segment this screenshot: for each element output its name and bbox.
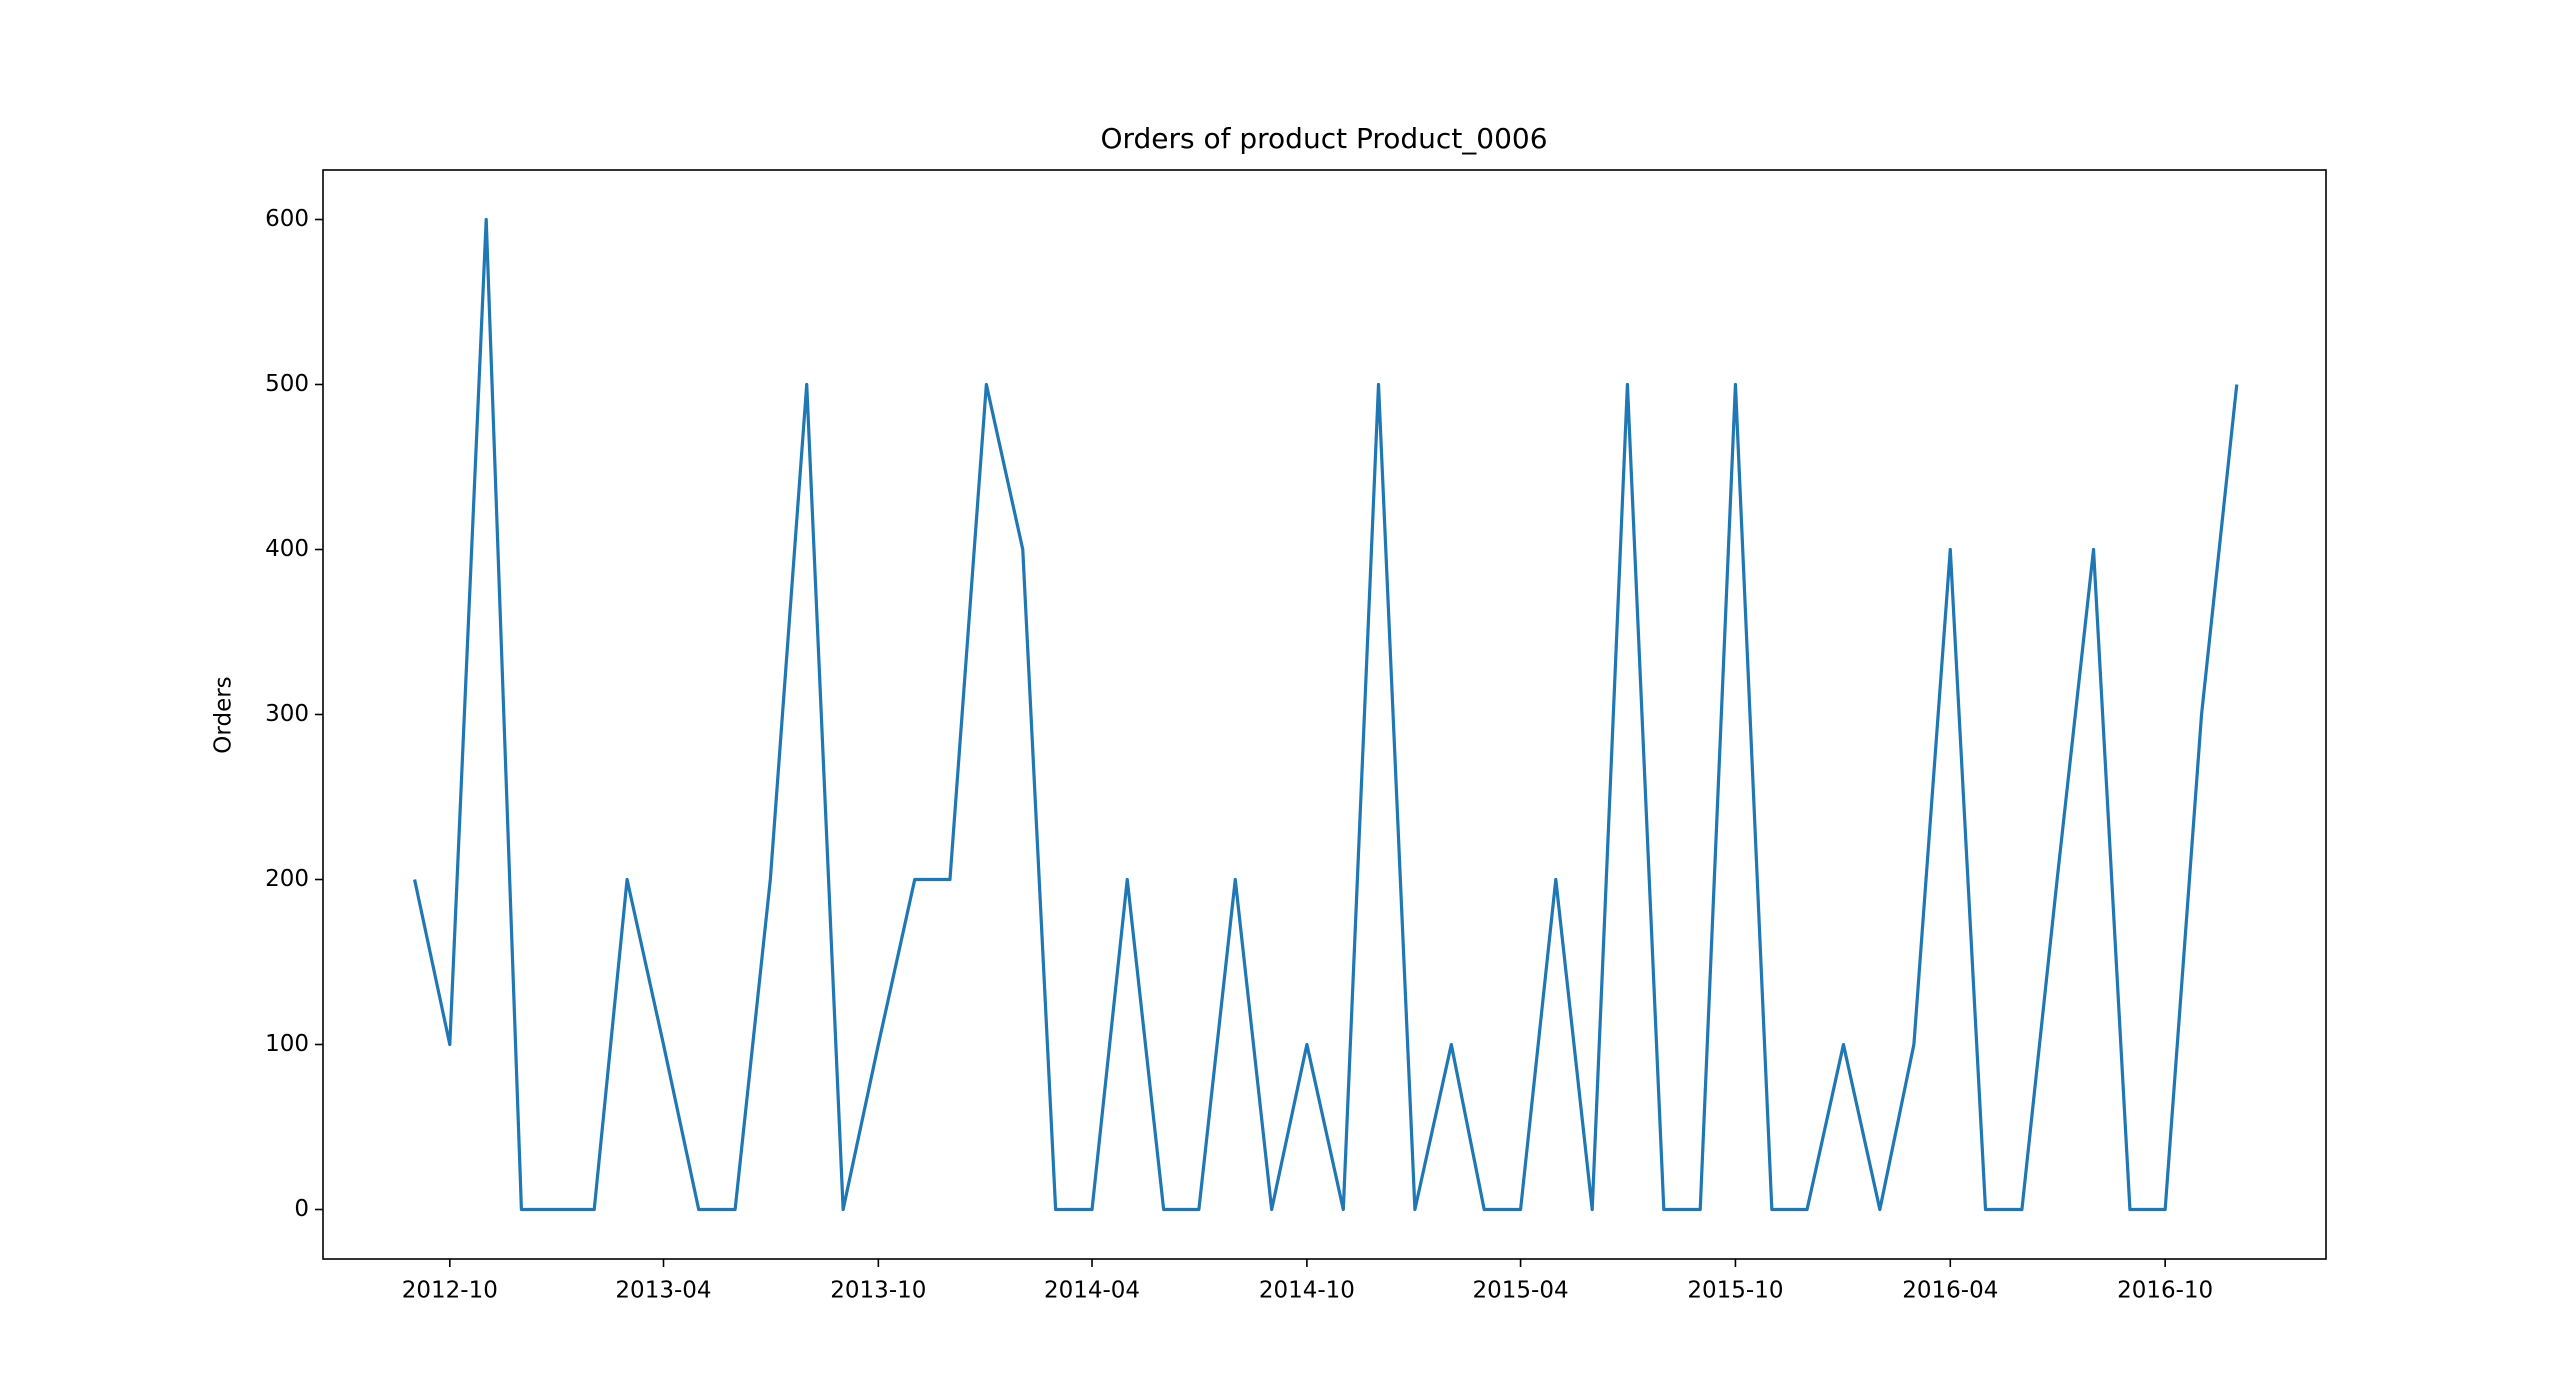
x-tick-label: 2013-04	[615, 1278, 711, 1304]
y-tick-label: 200	[265, 866, 309, 892]
chart-title: Orders of product Product_0006	[1100, 122, 1547, 155]
y-tick-label: 600	[265, 206, 309, 232]
plot-frame	[322, 169, 2327, 1260]
x-tick-label: 2014-10	[1259, 1278, 1355, 1304]
x-tick-label: 2015-10	[1687, 1278, 1783, 1304]
y-tick-label: 400	[265, 536, 309, 562]
y-tick-label: 0	[294, 1196, 309, 1222]
x-tick-label: 2016-04	[1902, 1278, 1998, 1304]
data-line	[413, 217, 2239, 1212]
y-tick-label: 500	[265, 371, 309, 397]
x-tick-label: 2016-10	[2117, 1278, 2213, 1304]
x-tick-label: 2015-04	[1473, 1278, 1569, 1304]
y-tick-label: 300	[265, 701, 309, 727]
x-tick-label: 2012-10	[402, 1278, 498, 1304]
x-tick-label: 2014-04	[1044, 1278, 1140, 1304]
y-axis-label: Orders	[211, 676, 237, 753]
x-tick-label: 2013-10	[830, 1278, 926, 1304]
y-tick-label: 100	[265, 1031, 309, 1057]
